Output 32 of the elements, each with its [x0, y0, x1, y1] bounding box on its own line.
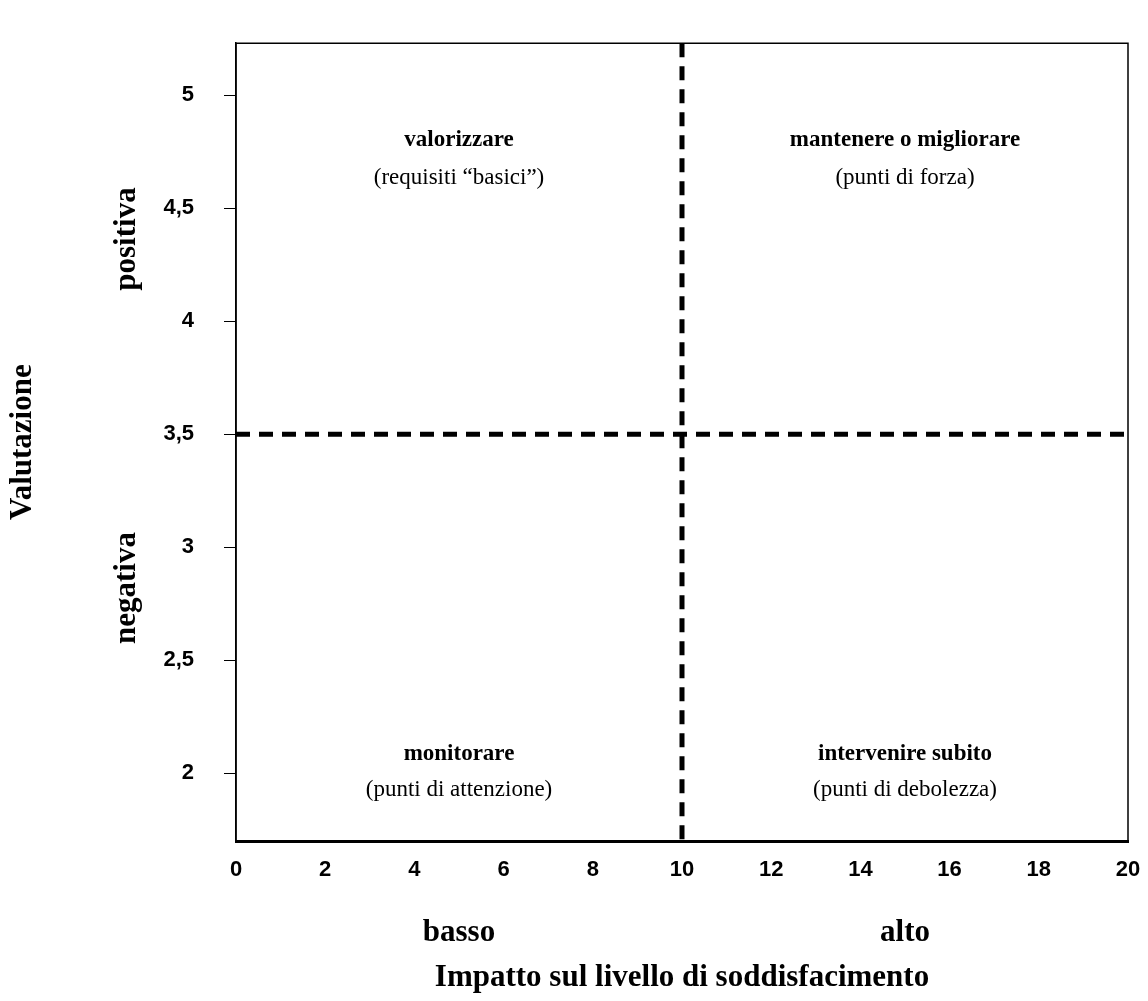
y-tick-label: 3	[181, 533, 194, 559]
annotation: (requisiti “basici”)	[373, 164, 545, 191]
x-tick-label: 4	[408, 856, 422, 882]
x-tick-label: 20	[1115, 856, 1141, 882]
y-tick-label: 3,5	[163, 420, 194, 446]
x-tick-label: 2	[319, 856, 332, 882]
annotation: valorizzare	[404, 126, 514, 153]
x-tick-label: 10	[669, 856, 695, 882]
annotation: (punti di attenzione)	[365, 776, 553, 802]
text: negativa	[107, 531, 143, 644]
annotation: mantenere o migliorare	[789, 126, 1021, 153]
text: positiva	[107, 187, 143, 291]
text: basso	[422, 913, 496, 949]
x-tick-label: 12	[758, 856, 784, 882]
x-tick-label: 6	[497, 856, 510, 882]
y-axis-title: Valutazione	[2, 364, 38, 520]
annotation: (punti di debolezza)	[813, 776, 997, 802]
annotation: intervenire subito	[818, 740, 992, 766]
text: alto	[880, 913, 930, 949]
x-tick-label: 16	[937, 856, 962, 882]
annotation: monitorare	[403, 740, 515, 766]
x-tick-label: 14	[848, 856, 874, 882]
y-tick-label: 4	[181, 307, 195, 333]
x-axis-title: Impatto sul livello di soddisfacimento	[434, 958, 930, 994]
y-tick-label: 2,5	[163, 646, 194, 672]
x-tick-label: 8	[586, 856, 599, 882]
x-tick-label: 0	[229, 856, 243, 882]
annotation: (punti di forza)	[835, 164, 975, 191]
y-tick-label: 5	[181, 81, 194, 107]
y-tick-label: 2	[181, 759, 194, 785]
x-tick-label: 18	[1026, 856, 1052, 882]
y-tick-label: 4,5	[163, 194, 194, 220]
